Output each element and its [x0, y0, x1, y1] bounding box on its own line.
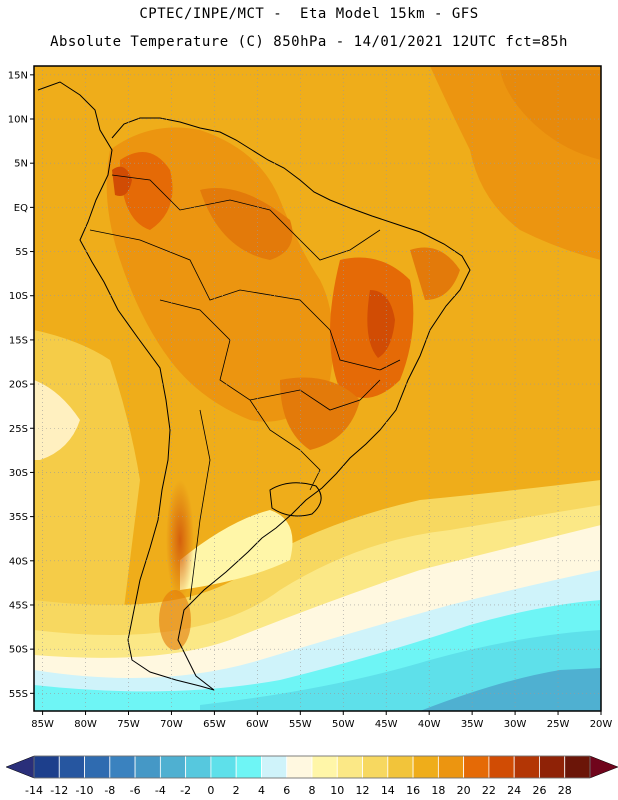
latitude-axis: 15N 10N 5N EQ 5S 10S 15S 20S 25S 30S 35S 40S 45S 50S 5…	[8, 70, 34, 700]
lat-label: 45S	[9, 600, 28, 611]
colorbar-swatch	[235, 755, 262, 779]
colorbar-label: 0	[207, 784, 214, 797]
lon-label: 60W	[246, 719, 269, 730]
lat-label: 15N	[8, 70, 28, 81]
colorbar-label: 8	[309, 784, 316, 797]
coordinate-grid	[34, 66, 602, 711]
lon-label: 20W	[590, 719, 613, 730]
colorbar-label: -4	[155, 784, 166, 797]
lat-label: 55S	[9, 689, 28, 700]
colorbar-label: -2	[180, 784, 191, 797]
lon-label: 75W	[117, 719, 140, 730]
colorbar-label: 26	[532, 784, 546, 797]
colorbar-max-arrow	[589, 755, 618, 779]
colorbar-swatch	[185, 755, 212, 779]
colorbar-swatch	[109, 755, 136, 779]
colorbar-label: 18	[431, 784, 445, 797]
colorbar-label: -12	[50, 784, 68, 797]
colorbar-swatch	[387, 755, 414, 779]
colorbar-swatch	[134, 755, 161, 779]
lon-label: 50W	[332, 719, 355, 730]
country-borders	[89, 174, 401, 601]
colorbar-swatch	[463, 755, 490, 779]
lat-label: 5N	[14, 159, 28, 170]
colorbar-label: -10	[76, 784, 94, 797]
lon-label: 25W	[547, 719, 570, 730]
colorbar-label: 6	[283, 784, 290, 797]
coastlines	[37, 81, 471, 691]
colorbar-label: 28	[558, 784, 572, 797]
colorbar-label: 12	[356, 784, 370, 797]
colorbar-swatch	[437, 755, 465, 779]
colorbar-swatch	[84, 755, 111, 779]
colorbar-swatch	[488, 755, 515, 779]
lon-label: 30W	[504, 719, 527, 730]
lon-label: 45W	[375, 719, 398, 730]
colorbar-swatch	[513, 755, 540, 779]
lat-label: 25S	[9, 424, 28, 435]
lat-label: 40S	[9, 556, 28, 567]
lat-label: EQ	[14, 203, 28, 214]
lat-label: 50S	[9, 645, 28, 656]
lat-label: 10S	[9, 291, 28, 302]
colorbar-label: 10	[330, 784, 344, 797]
lon-label: 70W	[160, 719, 183, 730]
colorbar-swatch	[564, 755, 591, 779]
colorbar-labels: -14 -12 -10 -8 -6 -4 -2 0 2 4 6 8 10 12 14 16 18 20 22 24 26…	[25, 784, 572, 797]
lon-label: 80W	[74, 719, 97, 730]
colorbar-swatch	[336, 755, 363, 779]
temperature-field	[34, 66, 601, 711]
colorbar-swatch	[159, 755, 187, 779]
lat-label: 20S	[9, 380, 28, 391]
colorbar-label: 14	[381, 784, 395, 797]
colorbar-label: -6	[130, 784, 141, 797]
lat-label: 15S	[9, 335, 28, 346]
colorbar-swatch	[362, 755, 389, 779]
colorbar-swatch	[311, 755, 338, 779]
colorbar-label: 24	[507, 784, 521, 797]
lat-label: 10N	[8, 115, 28, 126]
lon-label: 55W	[289, 719, 312, 730]
colorbar-label: 22	[482, 784, 496, 797]
colorbar-label: -14	[25, 784, 43, 797]
lat-label: 5S	[15, 247, 28, 258]
colorbar-swatch	[412, 755, 439, 779]
map-frame	[33, 65, 602, 712]
colorbar-swatch	[261, 755, 288, 779]
colorbar	[5, 755, 618, 779]
lat-label: 35S	[9, 512, 28, 523]
colorbar-min-arrow	[5, 755, 35, 779]
colorbar-swatch	[58, 755, 85, 779]
map-title-line2: Absolute Temperature (C) 850hPa - 14/01/…	[50, 34, 568, 50]
colorbar-swatch	[539, 755, 566, 779]
colorbar-swatch	[286, 755, 313, 779]
colorbar-swatch	[210, 755, 237, 779]
lon-label: 65W	[203, 719, 226, 730]
colorbar-swatch	[33, 755, 60, 779]
lon-label: 85W	[31, 719, 54, 730]
lat-label: 30S	[9, 468, 28, 479]
colorbar-label: 16	[406, 784, 420, 797]
colorbar-label: 4	[258, 784, 265, 797]
colorbar-label: 2	[233, 784, 240, 797]
lon-label: 40W	[418, 719, 441, 730]
colorbar-label: -8	[104, 784, 115, 797]
longitude-axis: 85W 80W 75W 70W 65W 60W 55W 50W 45W 40W 35W 30W 25W 2…	[31, 711, 612, 730]
map-title-line1: CPTEC/INPE/MCT - Eta Model 15km - GFS	[139, 6, 479, 22]
colorbar-label: 20	[457, 784, 471, 797]
lon-label: 35W	[461, 719, 484, 730]
